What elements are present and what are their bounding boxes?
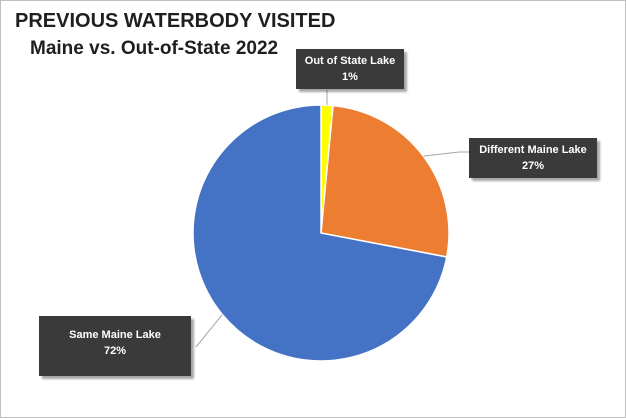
data-label-different-maine-lake: Different Maine Lake 27%	[469, 138, 597, 178]
data-label-name: Out of State Lake	[304, 55, 396, 67]
chart-subtitle: Maine vs. Out-of-State 2022	[30, 38, 279, 59]
data-label-value: 72%	[103, 345, 127, 357]
leader-line	[423, 151, 469, 157]
pie-slice-different-maine-lake	[320, 104, 450, 258]
data-label-same-maine-lake: Same Maine Lake 72%	[39, 316, 191, 376]
leader-line	[195, 314, 223, 348]
data-label-name: Different Maine Lake	[479, 144, 587, 156]
data-label-value: 1%	[342, 71, 358, 83]
data-label-value: 27%	[521, 160, 545, 172]
chart-title: PREVIOUS WATERBODY VISITED	[15, 10, 336, 32]
data-label-name: Same Maine Lake	[69, 329, 161, 341]
data-label-out-of-state-lake: Out of State Lake 1%	[296, 49, 404, 89]
